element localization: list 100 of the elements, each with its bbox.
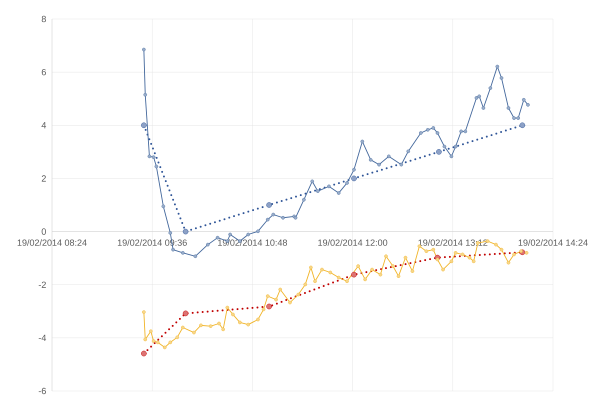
y-tick-label: 4 <box>42 122 46 128</box>
point <box>345 181 349 185</box>
point <box>192 330 196 334</box>
x-tick-label: 19/02/2014 10:48 <box>218 239 288 246</box>
point <box>450 260 454 264</box>
point <box>526 103 530 107</box>
point <box>442 144 446 148</box>
point <box>266 304 272 310</box>
point <box>352 168 356 172</box>
point <box>436 258 440 262</box>
point <box>228 232 232 236</box>
point <box>512 252 516 256</box>
point <box>216 236 220 240</box>
point <box>351 176 357 182</box>
point <box>391 264 395 268</box>
point <box>512 116 516 120</box>
point <box>384 254 388 258</box>
point <box>351 272 357 278</box>
point <box>472 260 476 264</box>
point <box>404 256 408 260</box>
point <box>488 86 492 90</box>
x-tick-label: 19/02/2014 14:24 <box>518 239 588 246</box>
point <box>217 322 221 326</box>
x-tick-label: 19/02/2014 12:00 <box>318 239 388 246</box>
point <box>156 340 160 344</box>
point <box>303 282 308 286</box>
point <box>226 306 230 310</box>
point <box>468 256 472 260</box>
point <box>238 320 242 324</box>
point <box>274 298 278 302</box>
x-tick-label: 19/02/2014 08:24 <box>18 239 87 246</box>
point <box>162 346 167 350</box>
point <box>436 149 442 155</box>
point <box>302 198 306 202</box>
point <box>506 106 510 110</box>
point <box>141 122 147 128</box>
point <box>148 154 152 158</box>
point <box>266 202 272 208</box>
point <box>152 155 156 159</box>
point <box>406 150 410 154</box>
point <box>296 292 300 296</box>
point <box>171 248 175 252</box>
point <box>426 128 430 132</box>
point <box>454 251 458 255</box>
point <box>266 218 270 222</box>
y-tick-label: 8 <box>42 16 46 22</box>
point <box>400 162 404 166</box>
point <box>175 336 180 340</box>
point <box>500 248 504 252</box>
point <box>356 264 360 268</box>
point <box>262 308 266 312</box>
point <box>436 131 440 135</box>
point <box>310 180 314 184</box>
point <box>288 300 292 304</box>
point <box>309 266 313 270</box>
point <box>266 294 270 298</box>
point <box>522 98 526 102</box>
point <box>316 189 320 193</box>
point <box>418 131 423 135</box>
point <box>450 154 454 158</box>
point <box>424 249 428 254</box>
point <box>256 318 260 322</box>
point <box>336 276 340 280</box>
point <box>327 184 331 188</box>
point <box>328 270 332 274</box>
point <box>396 274 400 278</box>
point <box>524 251 528 255</box>
point <box>142 310 146 314</box>
y-tick-label: -6 <box>38 388 46 394</box>
point <box>320 268 324 272</box>
point <box>256 230 260 234</box>
point <box>162 204 166 208</box>
point <box>496 64 500 68</box>
point <box>345 279 349 284</box>
point <box>246 322 250 326</box>
point <box>410 269 414 273</box>
point <box>506 260 510 264</box>
point <box>494 242 498 246</box>
y-tick-label: -4 <box>38 334 46 341</box>
point <box>500 76 504 80</box>
point <box>246 232 250 236</box>
point <box>181 251 185 255</box>
point <box>143 92 148 97</box>
point <box>460 252 464 256</box>
point <box>168 340 172 344</box>
point <box>474 96 478 100</box>
point <box>459 130 463 134</box>
point <box>520 122 526 128</box>
point <box>519 249 523 254</box>
point <box>516 116 520 120</box>
point <box>143 338 148 342</box>
point <box>182 310 188 316</box>
point <box>152 339 156 343</box>
point <box>386 154 391 158</box>
y-tick-label: 0 <box>42 228 46 235</box>
y-tick-label: 2 <box>42 175 46 182</box>
point <box>149 329 153 334</box>
point <box>142 48 146 52</box>
point <box>154 164 158 168</box>
point <box>141 350 147 356</box>
